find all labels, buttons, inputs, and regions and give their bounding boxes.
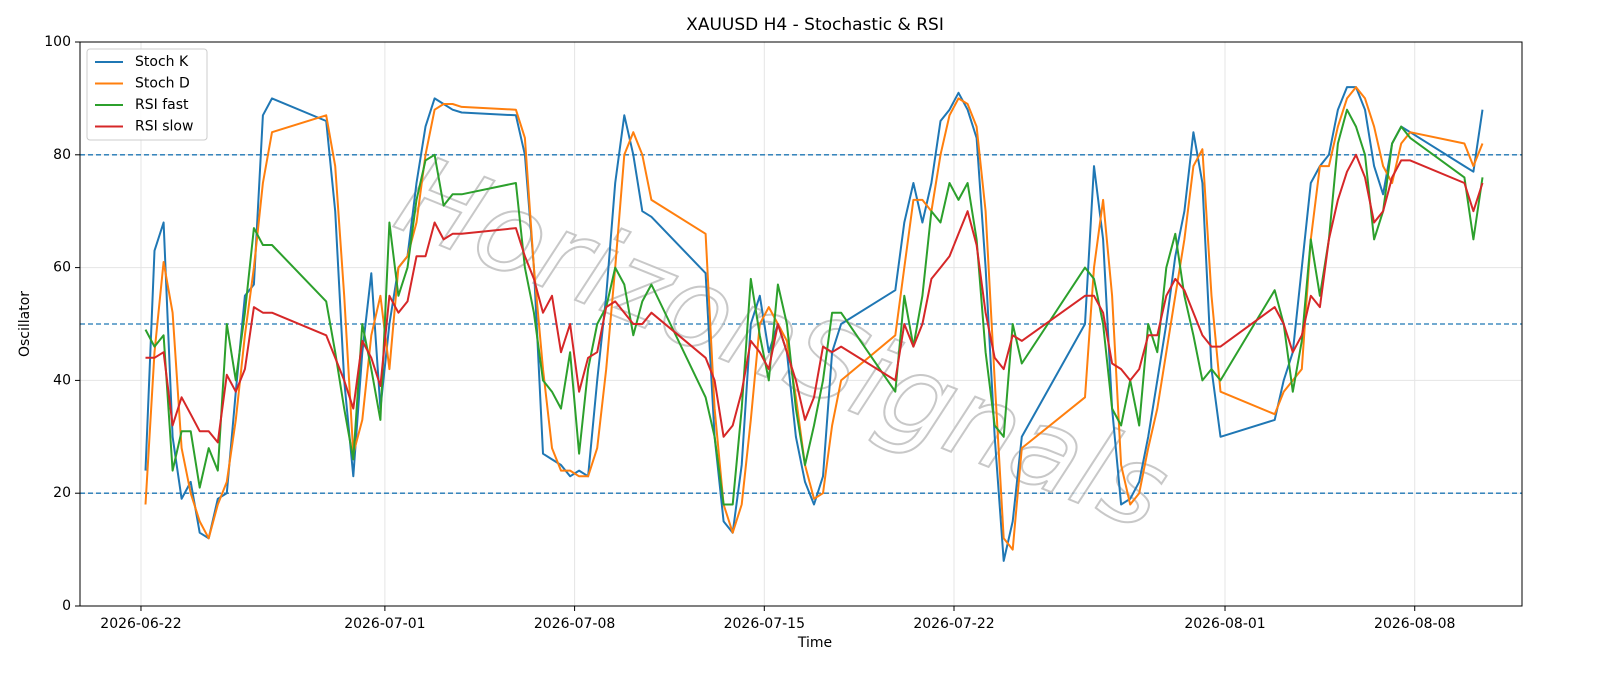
y-tick-label: 40 xyxy=(53,372,71,388)
x-tick-label: 2026-07-22 xyxy=(913,616,994,632)
y-axis-label: Oscillator xyxy=(17,291,33,357)
y-tick-label: 100 xyxy=(44,34,71,50)
y-tick-label: 20 xyxy=(53,485,71,501)
x-tick-label: 2026-07-15 xyxy=(724,616,805,632)
plot-frame xyxy=(79,41,1523,607)
x-tick-label: 2026-08-08 xyxy=(1374,616,1455,632)
legend-label: Stoch K xyxy=(135,54,189,70)
legend-label: RSI slow xyxy=(135,119,193,135)
legend-label: Stoch D xyxy=(135,76,190,92)
x-tick-label: 2026-07-01 xyxy=(344,616,425,632)
legend-box xyxy=(86,48,208,141)
chart-title: XAUUSD H4 - Stochastic & RSI xyxy=(686,15,944,35)
x-tick-label: 2026-06-22 xyxy=(100,616,181,632)
series-line xyxy=(144,86,1484,551)
x-axis-label: Time xyxy=(797,635,832,651)
y-tick-label: 0 xyxy=(62,598,71,614)
y-tick-label: 80 xyxy=(53,147,71,163)
legend-label: RSI fast xyxy=(135,97,189,113)
x-tick-label: 2026-07-08 xyxy=(534,616,615,632)
x-tick-label: 2026-08-01 xyxy=(1184,616,1265,632)
y-tick-label: 60 xyxy=(53,260,71,276)
series-line xyxy=(145,153,1484,444)
